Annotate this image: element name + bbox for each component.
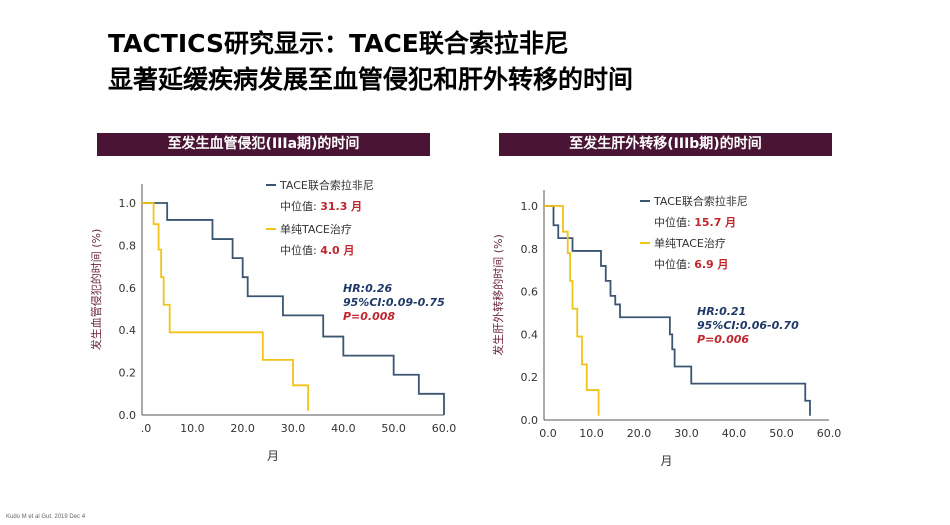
y-tick-label: 0.4 xyxy=(119,324,137,337)
hazard-ratio: HR:0.26 xyxy=(343,282,393,295)
slide-title-line-2: 显著延缓疾病发展至血管侵犯和肝外转移的时间 xyxy=(108,65,634,94)
footnote: Kudo M et al Gut. 2019 Dec 4 xyxy=(6,514,86,520)
legend-label: 单纯TACE治疗 xyxy=(654,236,726,250)
x-tick-label: 40.0 xyxy=(331,422,356,435)
legend-label: TACE联合索拉非尼 xyxy=(653,194,748,208)
median-label: 中位值: xyxy=(280,199,320,213)
x-tick-label: 60.0 xyxy=(817,427,842,440)
confidence-interval: 95%CI:0.09-0.75 xyxy=(343,296,445,309)
series-line-tace-only xyxy=(142,202,309,411)
median-value: 6.9 月 xyxy=(694,258,728,271)
x-tick-label: 50.0 xyxy=(769,427,794,440)
x-tick-label: .0 xyxy=(141,422,152,435)
x-axis-label: 月 xyxy=(660,454,672,468)
slide-title-line-1: TACTICS研究显示：TACE联合索拉非尼 xyxy=(108,29,569,58)
y-tick-label: 0.0 xyxy=(119,409,137,422)
series-line-tace-sorafenib xyxy=(544,205,811,416)
y-tick-label: 1.0 xyxy=(119,197,137,210)
series-line-tace-sorafenib xyxy=(142,202,445,415)
x-axis-label: 月 xyxy=(267,449,279,463)
hazard-ratio: HR:0.21 xyxy=(697,305,746,318)
x-tick-label: 0.0 xyxy=(539,427,557,440)
median-label: 中位值: xyxy=(280,243,320,257)
series-line-tace-only xyxy=(544,205,600,416)
slide-title: TACTICS研究显示：TACE联合索拉非尼 显著延缓疾病发展至血管侵犯和肝外转… xyxy=(108,26,633,98)
chart-extrahepatic-metastasis: 0.0 0.2 0.4 0.6 0.8 1.0 0.0 10.0 20.0 30.0 40.0 50.… xyxy=(491,190,842,468)
median-label: 中位值: xyxy=(654,257,694,271)
y-tick-label: 0.0 xyxy=(521,414,539,427)
x-tick-label: 50.0 xyxy=(381,422,406,435)
x-tick-label: 20.0 xyxy=(230,422,255,435)
y-tick-label: 1.0 xyxy=(521,200,539,213)
y-axis-label: 发生肝外转移的时间 (%) xyxy=(491,234,505,356)
median-text: 中位值: 15.7 月 xyxy=(654,215,736,229)
x-tick-label: 30.0 xyxy=(674,427,699,440)
median-text: 中位值: 4.0 月 xyxy=(280,243,355,257)
median-text: 中位值: 6.9 月 xyxy=(654,257,729,271)
median-value: 4.0 月 xyxy=(320,244,354,257)
p-value: P=0.008 xyxy=(343,310,395,323)
y-tick-label: 0.2 xyxy=(119,367,137,380)
x-tick-label: 20.0 xyxy=(627,427,652,440)
y-tick-label: 0.6 xyxy=(119,282,137,295)
chart-vascular-invasion: 0.0 0.2 0.4 0.6 0.8 1.0 .0 10.0 20.0 30.0 40.0 50.0… xyxy=(89,178,457,463)
y-tick-label: 0.8 xyxy=(521,243,539,256)
panel-header-metastasis: 至发生肝外转移(IIIb期)的时间 xyxy=(499,133,832,156)
median-text: 中位值: 31.3 月 xyxy=(280,199,362,213)
y-tick-label: 0.4 xyxy=(521,328,539,341)
x-tick-label: 10.0 xyxy=(579,427,604,440)
x-tick-label: 30.0 xyxy=(281,422,306,435)
confidence-interval: 95%CI:0.06-0.70 xyxy=(697,319,799,332)
panel-header-vascular: 至发生血管侵犯(IIIa期)的时间 xyxy=(97,133,430,156)
y-tick-label: 0.6 xyxy=(521,286,539,299)
x-tick-label: 60.0 xyxy=(432,422,457,435)
y-tick-label: 0.2 xyxy=(521,371,539,384)
y-axis-label: 发生血管侵犯的时间 (%) xyxy=(89,229,103,351)
median-value: 15.7 月 xyxy=(694,216,736,229)
legend-label: TACE联合索拉非尼 xyxy=(279,178,374,192)
y-tick-label: 0.8 xyxy=(119,239,137,252)
p-value: P=0.006 xyxy=(697,333,749,346)
x-tick-label: 10.0 xyxy=(180,422,205,435)
x-tick-label: 40.0 xyxy=(722,427,747,440)
median-value: 31.3 月 xyxy=(320,200,362,213)
median-label: 中位值: xyxy=(654,215,694,229)
legend-label: 单纯TACE治疗 xyxy=(280,222,352,236)
